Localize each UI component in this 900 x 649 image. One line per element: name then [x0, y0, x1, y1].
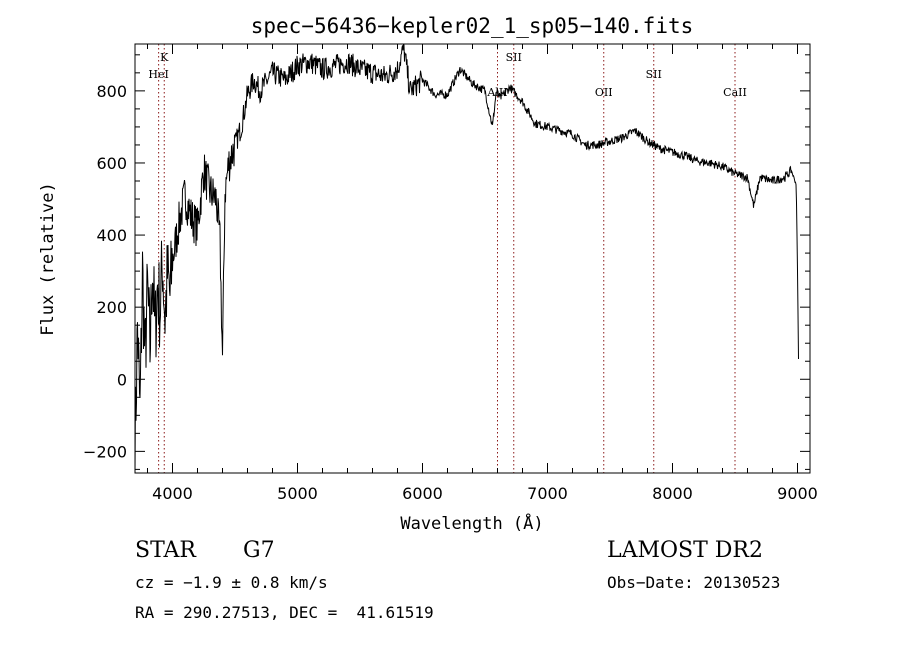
object-subclass: G7: [243, 538, 275, 563]
y-tick-label: −200: [83, 442, 127, 461]
spectral-line-label: OII: [595, 86, 613, 99]
y-tick-label: 0: [117, 370, 127, 389]
x-tick-label: 6000: [402, 484, 443, 503]
spectral-line-label: AlII: [486, 86, 507, 99]
x-axis: 4000 5000 6000 7000 8000 9000: [147, 44, 818, 503]
x-tick-label: 4000: [152, 484, 193, 503]
spectrum-chart: spec−56436−kepler02_1_sp05−140.fits K HeI…: [38, 14, 818, 534]
y-axis: −200 0 200 400 600 800: [83, 54, 810, 470]
spectrum-line: [134, 43, 799, 474]
spectral-line-label: CaII: [723, 86, 747, 99]
spectral-line-label: K: [160, 51, 169, 64]
y-tick-label: 200: [96, 298, 127, 317]
y-axis-label: Flux (relative): [38, 182, 58, 336]
y-tick-label: 400: [96, 226, 127, 245]
spectral-line-label: SII: [506, 51, 522, 64]
object-class: STAR: [135, 538, 196, 563]
spectral-line-label: HeI: [148, 68, 168, 81]
spectral-line-markers: K HeI AlII SII OII SII CaII: [148, 44, 747, 473]
survey-name: LAMOST DR2: [607, 538, 763, 563]
spectral-line-label: SII: [646, 68, 662, 81]
x-tick-label: 8000: [652, 484, 693, 503]
sky-coordinates: RA = 290.27513, DEC = 41.61519: [135, 603, 434, 622]
redshift-cz: cz = −1.9 ± 0.8 km/s: [135, 573, 328, 592]
x-axis-label: Wavelength (Å): [400, 512, 543, 534]
x-tick-label: 7000: [527, 484, 568, 503]
x-tick-label: 9000: [777, 484, 818, 503]
x-tick-label: 5000: [277, 484, 318, 503]
chart-title: spec−56436−kepler02_1_sp05−140.fits: [251, 14, 694, 38]
observation-date: Obs−Date: 20130523: [607, 573, 781, 592]
plot-frame: [134, 43, 811, 474]
y-tick-label: 600: [96, 154, 127, 173]
y-tick-label: 800: [96, 82, 127, 101]
